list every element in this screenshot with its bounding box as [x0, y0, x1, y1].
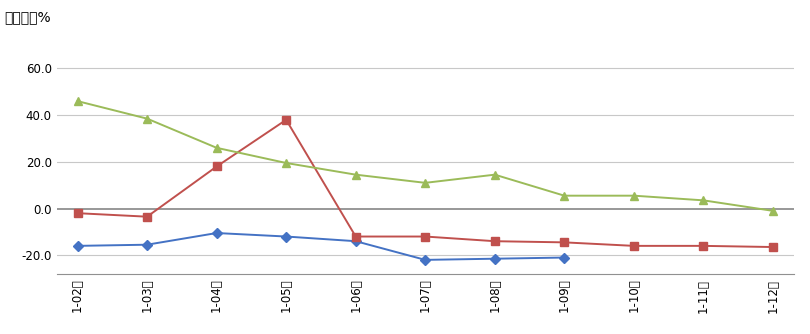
2022年 — [490, 239, 500, 243]
2023年 — [351, 239, 360, 243]
2023年 — [211, 231, 221, 235]
2022年 — [420, 234, 430, 238]
2022年 — [73, 211, 83, 215]
2021年 — [768, 209, 778, 213]
Line: 2022年: 2022年 — [74, 116, 777, 251]
2023年 — [281, 234, 291, 238]
Text: 同比增速%: 同比增速% — [4, 10, 51, 24]
2022年 — [698, 244, 708, 248]
2021年 — [143, 117, 152, 121]
2021年 — [281, 161, 291, 165]
2022年 — [560, 240, 569, 244]
2021年 — [420, 181, 430, 185]
2021年 — [490, 173, 500, 177]
2022年 — [143, 215, 152, 219]
2023年 — [490, 257, 500, 261]
Line: 2021年: 2021年 — [74, 97, 777, 215]
2023年 — [143, 243, 152, 247]
Line: 2023年: 2023年 — [74, 229, 568, 264]
2022年 — [768, 245, 778, 249]
2021年 — [211, 146, 221, 150]
2022年 — [629, 244, 639, 248]
2021年 — [351, 173, 360, 177]
2022年 — [281, 118, 291, 122]
2022年 — [211, 164, 221, 168]
2022年 — [351, 234, 360, 238]
2021年 — [629, 194, 639, 198]
2023年 — [73, 244, 83, 248]
2023年 — [560, 256, 569, 260]
2021年 — [698, 198, 708, 202]
2021年 — [73, 99, 83, 103]
2021年 — [560, 194, 569, 198]
2023年 — [420, 258, 430, 262]
